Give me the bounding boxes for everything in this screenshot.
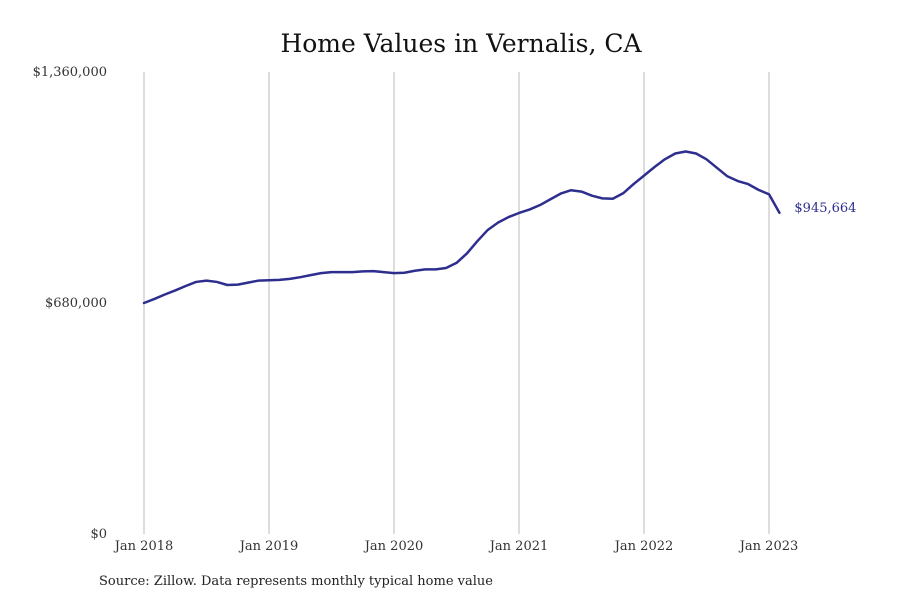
x-tick-label: Jan 2022 [613,539,674,554]
x-tick-label: Jan 2019 [238,539,299,554]
x-tick-label: Jan 2020 [363,539,424,554]
source-note: Source: Zillow. Data represents monthly … [99,574,493,589]
latest-value-label: $945,664 [794,201,856,216]
x-tick-label: Jan 2018 [113,539,174,554]
chart-title: Home Values in Vernalis, CA [280,29,642,58]
y-tick-label: $680,000 [45,296,107,311]
home-value-line [142,150,781,305]
gridlines [143,72,770,534]
y-axis-tick-labels: $0 $680,000 $1,360,000 [33,65,107,542]
y-tick-label: $0 [90,527,107,542]
x-tick-label: Jan 2021 [488,539,549,554]
y-tick-label: $1,360,000 [33,65,107,80]
x-tick-label: Jan 2023 [738,539,799,554]
x-axis-tick-labels: Jan 2018 Jan 2019 Jan 2020 Jan 2021 Jan 2022… [113,539,799,554]
